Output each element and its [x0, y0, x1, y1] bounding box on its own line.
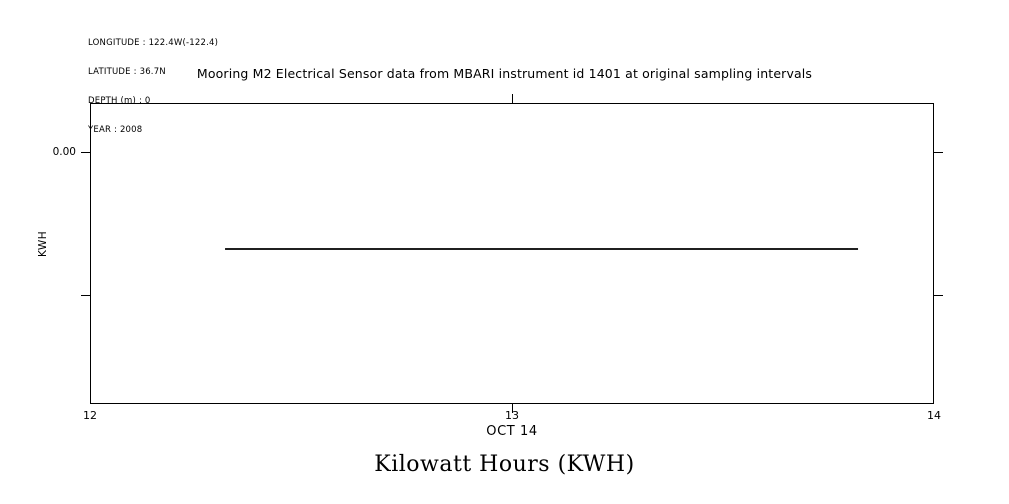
x-axis-title: OCT 14 [486, 424, 538, 439]
metadata-block: LONGITUDE : 122.4W(-122.4) LATITUDE : 36… [88, 20, 218, 154]
x-tick-mark-top-center [512, 94, 513, 103]
y-tick-mark-1 [81, 295, 90, 296]
metadata-latitude: LATITUDE : 36.7N [88, 66, 166, 77]
y-tick-label-0: 0.00 [52, 146, 76, 158]
chart-title: Mooring M2 Electrical Sensor data from M… [196, 66, 813, 81]
y-tick-mark-0 [81, 152, 90, 153]
x-tick-label-1: 13 [505, 409, 519, 422]
y-tick-mark-right-0 [934, 152, 943, 153]
plot-frame [90, 103, 934, 404]
bottom-caption: Kilowatt Hours (KWH) [374, 452, 635, 477]
metadata-depth: DEPTH (m) : 0 [88, 95, 151, 106]
y-tick-mark-right-1 [934, 295, 943, 296]
x-tick-label-2: 14 [927, 409, 941, 422]
metadata-longitude: LONGITUDE : 122.4W(-122.4) [88, 38, 219, 49]
x-tick-mark-bottom-center [512, 404, 513, 413]
y-axis-title: KWH [37, 231, 49, 257]
x-tick-label-0: 12 [83, 409, 97, 422]
metadata-year: YEAR : 2008 [88, 124, 143, 135]
